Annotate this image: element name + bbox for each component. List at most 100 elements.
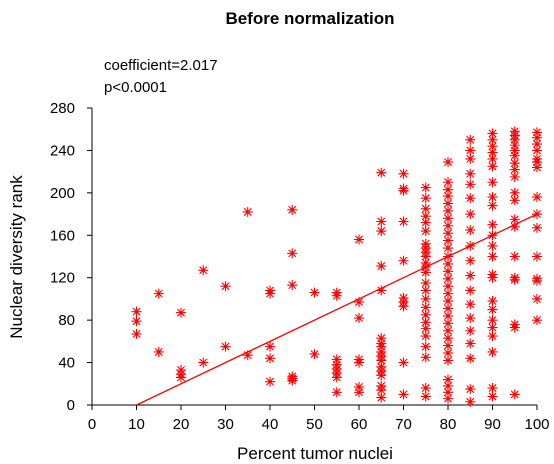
y-tick-label: 160 bbox=[50, 227, 75, 244]
data-point bbox=[487, 315, 498, 326]
data-point bbox=[487, 296, 498, 307]
data-point bbox=[532, 275, 542, 286]
data-point bbox=[465, 134, 476, 145]
data-point bbox=[220, 341, 231, 352]
data-point bbox=[443, 266, 453, 277]
data-point bbox=[487, 153, 498, 164]
data-point bbox=[465, 209, 476, 220]
data-point bbox=[398, 389, 409, 400]
data-point bbox=[509, 187, 520, 198]
data-point bbox=[376, 333, 387, 344]
data-point bbox=[532, 157, 542, 168]
data-point bbox=[509, 274, 520, 285]
data-point bbox=[220, 281, 231, 292]
x-tick-label: 0 bbox=[88, 416, 96, 433]
coefficient-annotation: coefficient=2.017 bbox=[104, 57, 218, 74]
data-point bbox=[242, 206, 253, 217]
data-point bbox=[465, 353, 476, 364]
data-point bbox=[131, 328, 142, 339]
data-point bbox=[242, 350, 253, 361]
data-point bbox=[465, 153, 476, 164]
y-tick-label: 0 bbox=[67, 397, 75, 414]
data-point bbox=[443, 348, 453, 359]
data-point bbox=[487, 346, 498, 357]
data-point bbox=[131, 316, 142, 327]
data-point bbox=[487, 240, 498, 251]
data-point bbox=[443, 310, 453, 321]
x-tick-label: 30 bbox=[217, 416, 234, 433]
data-point bbox=[331, 290, 342, 301]
data-point bbox=[198, 357, 209, 368]
data-point bbox=[443, 288, 453, 299]
y-tick-label: 120 bbox=[50, 270, 75, 287]
data-point bbox=[420, 293, 431, 304]
data-point bbox=[420, 217, 431, 228]
data-point bbox=[287, 248, 298, 259]
data-point bbox=[287, 280, 298, 291]
data-point bbox=[487, 383, 498, 394]
data-point bbox=[443, 318, 453, 329]
data-point bbox=[509, 171, 520, 182]
data-point bbox=[376, 392, 387, 403]
data-point bbox=[265, 341, 275, 352]
y-tick-label: 240 bbox=[50, 142, 75, 159]
data-point bbox=[443, 184, 453, 195]
data-point bbox=[376, 355, 387, 366]
data-point bbox=[354, 297, 364, 308]
data-point bbox=[398, 216, 409, 227]
data-point bbox=[509, 214, 520, 225]
data-point bbox=[420, 278, 431, 289]
data-point bbox=[532, 222, 542, 233]
data-point bbox=[487, 147, 498, 158]
data-point bbox=[354, 313, 364, 324]
data-point bbox=[465, 193, 476, 204]
data-point bbox=[465, 285, 476, 296]
data-point bbox=[443, 258, 453, 269]
data-point bbox=[487, 251, 498, 262]
data-point bbox=[443, 333, 453, 344]
data-point bbox=[309, 287, 320, 298]
data-point bbox=[532, 139, 542, 150]
data-point bbox=[465, 168, 476, 179]
data-point bbox=[443, 393, 453, 404]
data-point bbox=[443, 191, 453, 202]
x-tick-label: 10 bbox=[128, 416, 145, 433]
y-tick-label: 80 bbox=[58, 312, 75, 329]
data-point bbox=[443, 177, 453, 188]
data-point bbox=[487, 134, 498, 145]
data-point bbox=[398, 301, 409, 312]
data-point bbox=[443, 273, 453, 284]
data-point bbox=[443, 228, 453, 239]
data-point bbox=[420, 309, 431, 320]
data-point bbox=[176, 372, 186, 383]
data-point bbox=[443, 380, 453, 391]
data-point bbox=[398, 168, 409, 179]
data-point bbox=[354, 357, 364, 368]
data-point bbox=[532, 162, 542, 173]
data-point bbox=[420, 391, 431, 402]
data-point bbox=[331, 372, 342, 383]
data-point bbox=[465, 270, 476, 281]
data-point bbox=[420, 323, 431, 334]
x-tick-label: 90 bbox=[484, 416, 501, 433]
data-point bbox=[198, 265, 209, 276]
data-point bbox=[465, 313, 476, 324]
data-point bbox=[465, 299, 476, 310]
data-point bbox=[487, 304, 498, 315]
data-point bbox=[509, 140, 520, 151]
y-tick-label: 40 bbox=[58, 355, 75, 372]
data-point bbox=[420, 267, 431, 278]
data-point bbox=[265, 288, 275, 299]
data-point bbox=[398, 255, 409, 266]
data-point bbox=[509, 195, 520, 206]
data-point bbox=[465, 240, 476, 251]
data-point bbox=[487, 322, 498, 333]
data-point bbox=[532, 145, 542, 156]
data-point bbox=[420, 251, 431, 262]
data-point bbox=[443, 374, 453, 385]
x-tick-label: 20 bbox=[173, 416, 190, 433]
plot-area bbox=[131, 126, 542, 407]
y-tick-label: 280 bbox=[50, 100, 75, 117]
data-point bbox=[376, 385, 387, 396]
